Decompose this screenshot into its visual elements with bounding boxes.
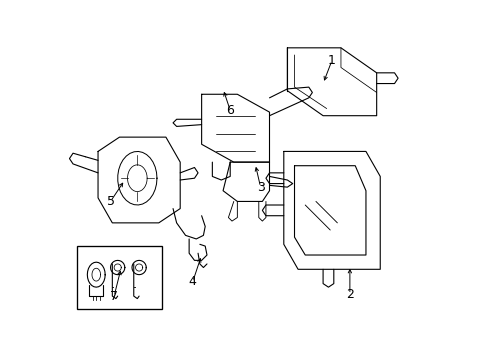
Text: 1: 1: [327, 54, 335, 67]
Text: 3: 3: [256, 181, 264, 194]
Text: 5: 5: [106, 195, 114, 208]
Text: 4: 4: [188, 275, 196, 288]
Bar: [77, 246, 162, 309]
Text: 7: 7: [110, 289, 118, 303]
Text: 2: 2: [345, 288, 353, 301]
Text: 6: 6: [226, 104, 234, 117]
